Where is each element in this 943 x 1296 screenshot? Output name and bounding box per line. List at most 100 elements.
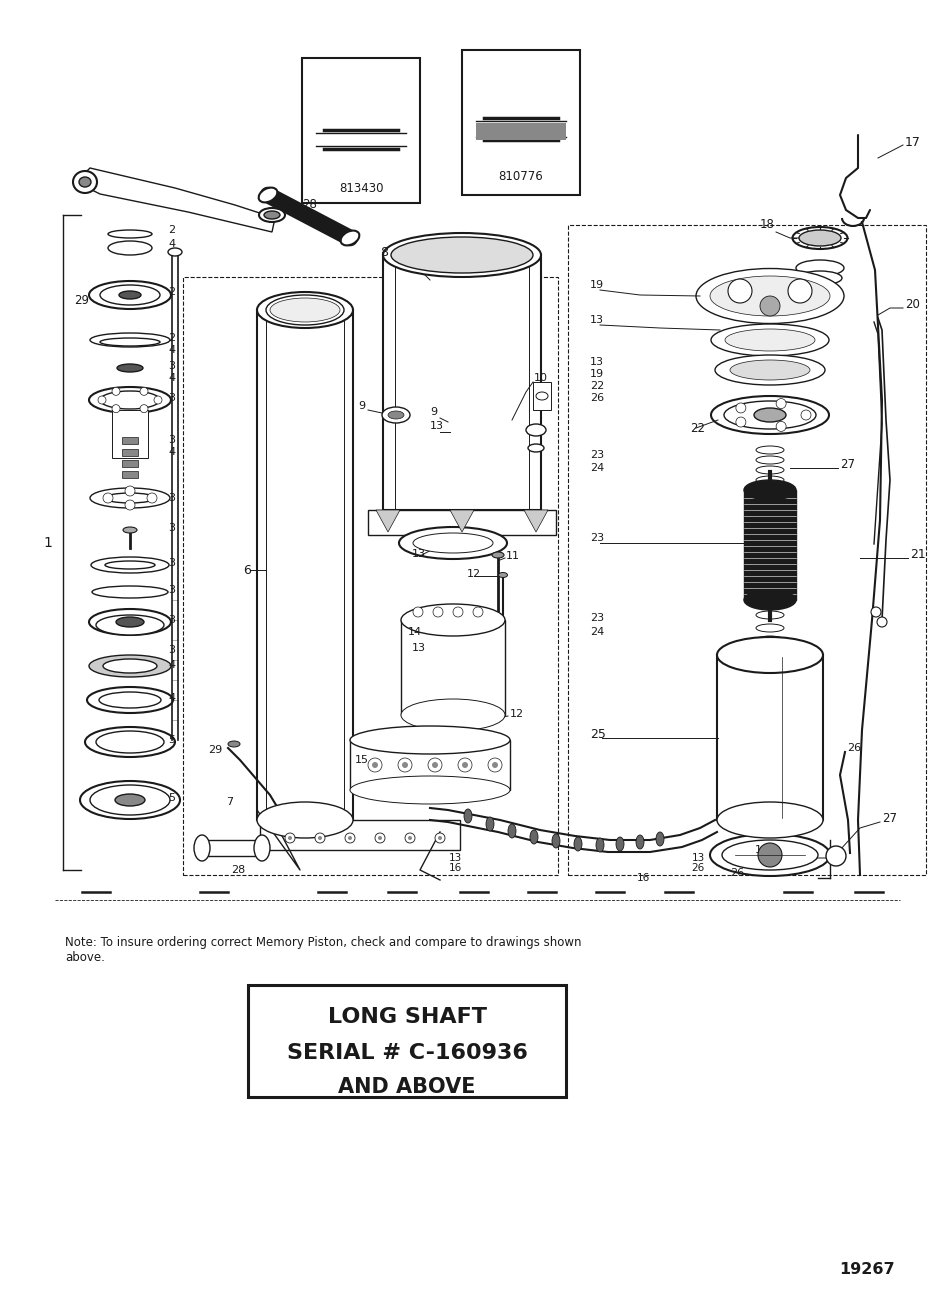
Text: 9: 9 (358, 400, 366, 411)
Ellipse shape (123, 527, 137, 533)
Ellipse shape (383, 233, 541, 277)
Polygon shape (376, 511, 400, 531)
Circle shape (776, 421, 786, 432)
Ellipse shape (616, 837, 624, 851)
Text: 14: 14 (408, 627, 422, 638)
Circle shape (433, 607, 443, 617)
Ellipse shape (89, 388, 171, 413)
Ellipse shape (526, 424, 546, 435)
Ellipse shape (100, 338, 160, 346)
Circle shape (154, 397, 162, 404)
Ellipse shape (388, 411, 404, 419)
Text: 3: 3 (168, 616, 175, 625)
Ellipse shape (116, 617, 144, 627)
Ellipse shape (399, 527, 507, 559)
Text: 8: 8 (380, 245, 388, 258)
Bar (122, 437, 138, 445)
Ellipse shape (715, 355, 825, 385)
Ellipse shape (108, 241, 152, 255)
Ellipse shape (73, 171, 97, 193)
Text: 2: 2 (168, 333, 175, 343)
Ellipse shape (350, 726, 510, 754)
Ellipse shape (596, 839, 604, 851)
Circle shape (453, 607, 463, 617)
Bar (112, 410, 148, 457)
Text: 3: 3 (168, 584, 175, 595)
Text: SERIAL # C-160936: SERIAL # C-160936 (287, 1043, 527, 1063)
Ellipse shape (711, 324, 829, 356)
Ellipse shape (656, 832, 664, 846)
Text: Note: To insure ordering correct Memory Piston, check and compare to drawings sh: Note: To insure ordering correct Memory … (65, 936, 582, 964)
Text: 19: 19 (590, 369, 604, 378)
Ellipse shape (401, 604, 505, 636)
Ellipse shape (730, 360, 810, 380)
Text: 12: 12 (510, 709, 524, 719)
Circle shape (736, 403, 746, 413)
Ellipse shape (711, 397, 829, 434)
Ellipse shape (756, 467, 784, 474)
Text: 15: 15 (355, 756, 369, 765)
Ellipse shape (90, 333, 170, 347)
Ellipse shape (85, 727, 175, 757)
Bar (568, 226, 926, 875)
Text: 22: 22 (690, 421, 705, 434)
Ellipse shape (87, 687, 173, 713)
Ellipse shape (105, 492, 155, 503)
Ellipse shape (528, 445, 544, 452)
Ellipse shape (508, 824, 516, 839)
Text: 3: 3 (168, 435, 175, 445)
Ellipse shape (724, 400, 816, 429)
Circle shape (112, 388, 120, 395)
Circle shape (408, 836, 412, 840)
Bar (122, 460, 138, 467)
Text: 2: 2 (168, 286, 175, 297)
Circle shape (788, 279, 812, 303)
Ellipse shape (266, 295, 344, 325)
Bar (533, 382, 551, 410)
Ellipse shape (115, 794, 145, 806)
Text: 13: 13 (590, 356, 604, 367)
Text: 29: 29 (207, 745, 222, 756)
Text: 26: 26 (691, 863, 704, 874)
Circle shape (402, 762, 408, 769)
Circle shape (473, 607, 483, 617)
Text: 25: 25 (590, 728, 605, 741)
Text: 28: 28 (231, 864, 245, 875)
Text: 13: 13 (430, 421, 444, 432)
Circle shape (488, 758, 502, 772)
Ellipse shape (382, 407, 410, 422)
Text: 23: 23 (590, 450, 604, 460)
Circle shape (318, 836, 322, 840)
Ellipse shape (100, 285, 160, 305)
Bar (122, 448, 138, 456)
Ellipse shape (257, 802, 353, 839)
Text: 13: 13 (412, 643, 426, 653)
Text: 2: 2 (168, 226, 175, 235)
Circle shape (736, 417, 746, 428)
Polygon shape (450, 511, 474, 531)
Text: 13: 13 (691, 853, 704, 863)
Text: 23: 23 (590, 613, 604, 623)
Text: 3: 3 (168, 492, 175, 503)
Ellipse shape (754, 408, 786, 422)
Text: 6: 6 (243, 564, 251, 577)
Text: 4: 4 (168, 345, 175, 355)
Text: 3: 3 (168, 362, 175, 371)
Ellipse shape (499, 573, 507, 578)
Ellipse shape (401, 699, 505, 731)
Circle shape (147, 492, 157, 503)
Ellipse shape (91, 557, 169, 573)
Bar (744, 490, 796, 600)
Circle shape (438, 836, 442, 840)
Circle shape (801, 410, 811, 420)
Bar (383, 255, 541, 511)
Circle shape (140, 388, 148, 395)
Circle shape (285, 833, 295, 842)
Text: 3: 3 (168, 645, 175, 654)
Circle shape (458, 758, 472, 772)
Ellipse shape (108, 229, 152, 238)
Ellipse shape (89, 609, 171, 635)
Circle shape (776, 399, 786, 408)
Circle shape (428, 758, 442, 772)
Text: 29: 29 (74, 293, 90, 306)
